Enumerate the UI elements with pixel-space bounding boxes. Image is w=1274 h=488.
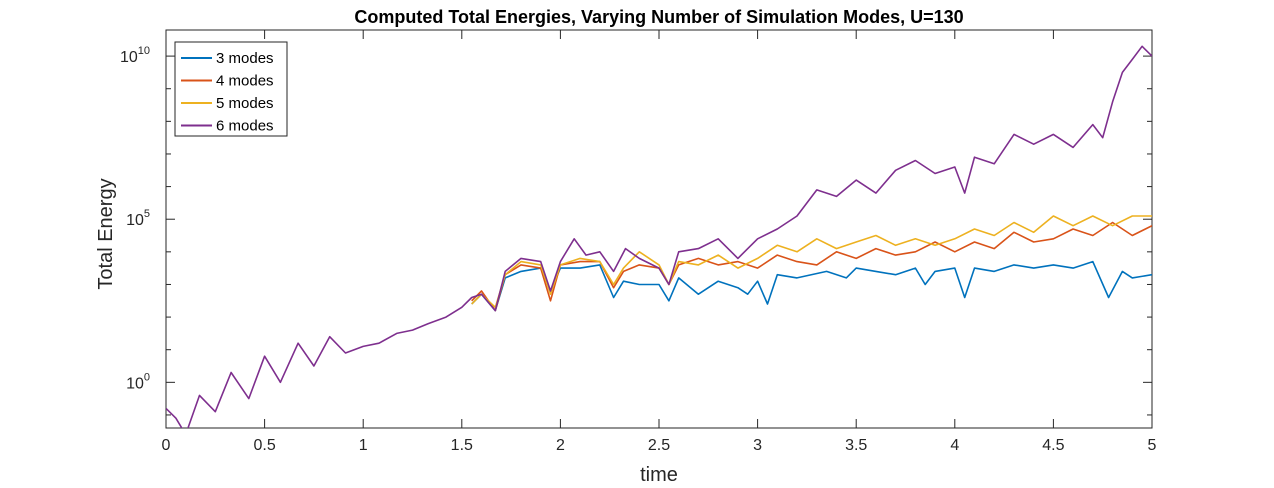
y-tick-label: 105	[126, 208, 150, 229]
legend-label: 3 modes	[216, 50, 274, 67]
x-tick-label: 1	[359, 437, 368, 454]
x-tick-label: 3.5	[845, 437, 867, 454]
y-tick-exponent: 5	[144, 208, 150, 220]
x-tick-label: 3	[753, 437, 762, 454]
x-tick-label: 2	[556, 437, 565, 454]
series-line-6-modes	[166, 45, 1152, 428]
series-line-4-modes	[471, 221, 1152, 312]
y-tick-base: 10	[126, 375, 144, 392]
y-tick-label: 100	[126, 371, 150, 392]
legend-label: 4 modes	[216, 73, 274, 90]
y-tick-base: 10	[126, 212, 144, 229]
series-line-3-modes	[471, 260, 1152, 312]
plot-area	[165, 29, 1153, 429]
y-tick-exponent: 10	[138, 45, 150, 57]
legend-label: 6 modes	[216, 118, 274, 135]
x-tick-label: 2.5	[648, 437, 670, 454]
x-tick-label: 5	[1148, 437, 1157, 454]
y-axis-label: Total Energy	[95, 178, 117, 289]
chart-title: Computed Total Energies, Varying Number …	[354, 7, 963, 27]
x-ticks: 0 0.5 1 1.5 2 2.5 3 3.5 4 4.5 5	[162, 30, 1157, 454]
x-axis-label: time	[640, 464, 678, 486]
x-tick-label: 4	[950, 437, 959, 454]
y-tick-label: 1010	[120, 45, 150, 66]
x-tick-label: 0.5	[253, 437, 275, 454]
x-tick-label: 4.5	[1042, 437, 1064, 454]
y-tick-exponent: 0	[144, 371, 150, 383]
legend: 3 modes 4 modes 5 modes 6 modes	[174, 41, 288, 137]
x-tick-label: 0	[162, 437, 171, 454]
series-line-5-modes	[471, 215, 1152, 309]
legend-label: 5 modes	[216, 95, 274, 112]
x-tick-label: 1.5	[451, 437, 473, 454]
y-tick-base: 10	[120, 49, 138, 66]
series-lines	[166, 45, 1152, 428]
